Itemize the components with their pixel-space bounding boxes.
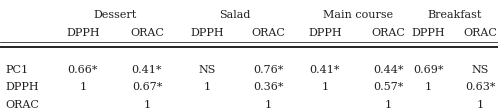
Text: DPPH: DPPH <box>308 28 342 38</box>
Text: ORAC: ORAC <box>371 28 405 38</box>
Text: 1: 1 <box>477 100 484 110</box>
Text: 1: 1 <box>424 82 432 92</box>
Text: 1: 1 <box>384 100 391 110</box>
Text: ORAC: ORAC <box>130 28 164 38</box>
Text: ORAC: ORAC <box>5 100 39 110</box>
Text: 0.57*: 0.57* <box>373 82 403 92</box>
Text: 0.63*: 0.63* <box>465 82 495 92</box>
Text: ORAC: ORAC <box>463 28 497 38</box>
Text: PC1: PC1 <box>5 65 28 75</box>
Text: 0.69*: 0.69* <box>413 65 443 75</box>
Text: 0.66*: 0.66* <box>68 65 98 75</box>
Text: DPPH: DPPH <box>66 28 100 38</box>
Text: ORAC: ORAC <box>251 28 285 38</box>
Text: 1: 1 <box>264 100 271 110</box>
Text: 0.76*: 0.76* <box>253 65 283 75</box>
Text: Main course: Main course <box>323 10 393 20</box>
Text: 1: 1 <box>204 82 211 92</box>
Text: Dessert: Dessert <box>93 10 136 20</box>
Text: NS: NS <box>198 65 216 75</box>
Text: 0.41*: 0.41* <box>132 65 162 75</box>
Text: DPPH: DPPH <box>190 28 224 38</box>
Text: DPPH: DPPH <box>411 28 445 38</box>
Text: 0.36*: 0.36* <box>253 82 283 92</box>
Text: Salad: Salad <box>219 10 250 20</box>
Text: 0.67*: 0.67* <box>132 82 162 92</box>
Text: 1: 1 <box>321 82 329 92</box>
Text: 1: 1 <box>143 100 150 110</box>
Text: DPPH: DPPH <box>5 82 39 92</box>
Text: 1: 1 <box>80 82 87 92</box>
Text: NS: NS <box>471 65 489 75</box>
Text: Breakfast: Breakfast <box>428 10 482 20</box>
Text: 0.41*: 0.41* <box>310 65 340 75</box>
Text: 0.44*: 0.44* <box>373 65 403 75</box>
